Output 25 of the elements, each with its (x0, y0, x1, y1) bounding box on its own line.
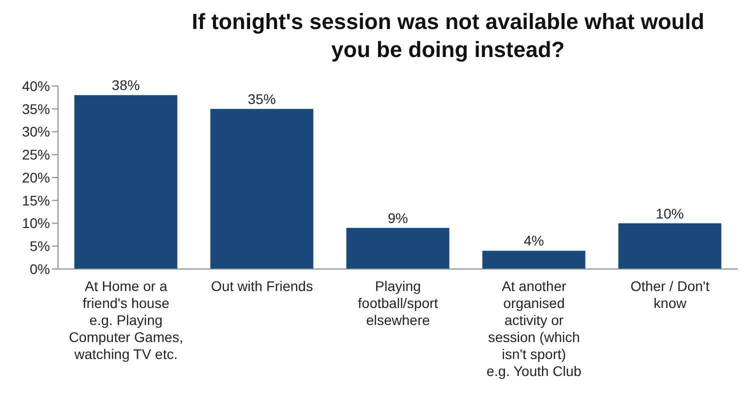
bar (618, 223, 722, 269)
y-tick-label: 15% (22, 192, 50, 208)
data-label: 10% (656, 205, 684, 222)
bar (482, 250, 586, 269)
y-tick-label: 0% (30, 260, 50, 277)
x-tick-label: Other / Don't know (630, 278, 710, 311)
x-tick-label: At Home or a friend's house e.g. Playing Computer Games, watching TV etc. (68, 278, 184, 362)
bar (346, 228, 450, 269)
x-tick-label: Out with Friends (211, 278, 313, 294)
y-tick-label: 10% (22, 215, 50, 232)
y-tick-label: 35% (22, 100, 50, 117)
data-label: 35% (248, 90, 276, 107)
bar (210, 108, 314, 269)
bar (74, 95, 178, 269)
y-tick-label: 20% (22, 169, 50, 186)
x-tick-label: At another organised activity or session (which isn't sport) e.g. Youth Club (486, 278, 582, 379)
data-label: 4% (524, 232, 544, 249)
y-tick-label: 40% (22, 78, 50, 94)
data-label: 9% (388, 210, 408, 226)
y-tick-label: 25% (22, 146, 50, 163)
y-tick-label: 30% (22, 124, 50, 140)
y-tick-label: 5% (30, 238, 50, 254)
x-tick-label: Playing football/sport elsewhere (358, 278, 438, 328)
chart-title: If tonight's session was not available what would you be doing instead? (190, 8, 706, 64)
data-label: 38% (112, 77, 140, 94)
